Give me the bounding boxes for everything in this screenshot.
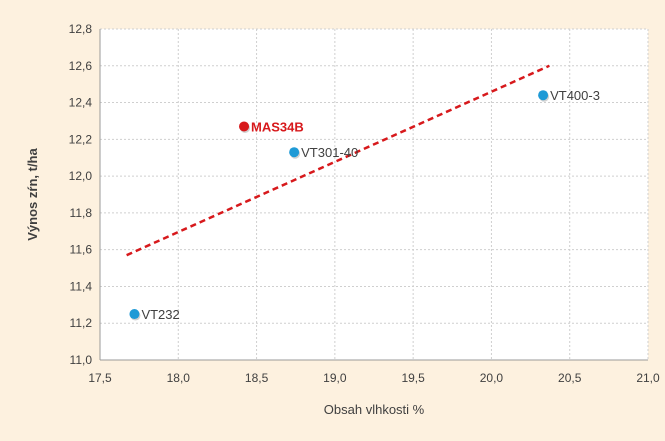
x-tick-label: 18,0 [167, 371, 191, 385]
y-axis-label: Výnos zŕn, t/ha [25, 148, 40, 241]
data-points: MAS34B VT301-40 VT400-3 VT232 [129, 88, 600, 322]
trendline-line [126, 64, 550, 257]
y-tick-label: 11,6 [70, 243, 93, 257]
x-tick-label: 18,5 [245, 371, 269, 385]
x-tick-label: 19,0 [323, 371, 347, 385]
x-tick-label: 17,5 [88, 371, 112, 385]
x-tick-label: 21,0 [636, 371, 660, 385]
point-label: MAS34B [251, 119, 304, 134]
x-axis-label: Obsah vlhkosti % [324, 402, 425, 417]
data-point [289, 147, 300, 158]
y-tick-label: 12,6 [69, 59, 93, 73]
point-label: VT400-3 [550, 88, 600, 103]
plot-area [100, 29, 648, 360]
y-tick-label: 11,0 [70, 353, 93, 367]
data-point [239, 121, 250, 132]
y-tick-label: 12,4 [69, 96, 93, 110]
y-tick-label: 12,8 [69, 22, 93, 36]
y-tick-label: 12,2 [69, 132, 93, 146]
x-tick-label: 19,5 [401, 371, 425, 385]
data-point [538, 90, 549, 101]
point-label: VT232 [141, 307, 179, 322]
x-tick-label: 20,5 [558, 371, 582, 385]
x-tick-label: 20,0 [480, 371, 504, 385]
axes [99, 29, 648, 361]
y-tick-label: 11,8 [70, 206, 93, 220]
data-point [129, 309, 140, 320]
point-label: VT301-40 [301, 145, 358, 160]
trendline [126, 64, 550, 257]
tick-labels: 17,5 18,0 18,5 19,0 19,5 20,0 20,5 21,0 11,0 11,2… [69, 22, 660, 385]
grid-lines [100, 28, 649, 360]
y-tick-label: 11,4 [70, 279, 93, 293]
y-tick-label: 12,0 [69, 169, 93, 183]
y-tick-label: 11,2 [70, 316, 93, 330]
